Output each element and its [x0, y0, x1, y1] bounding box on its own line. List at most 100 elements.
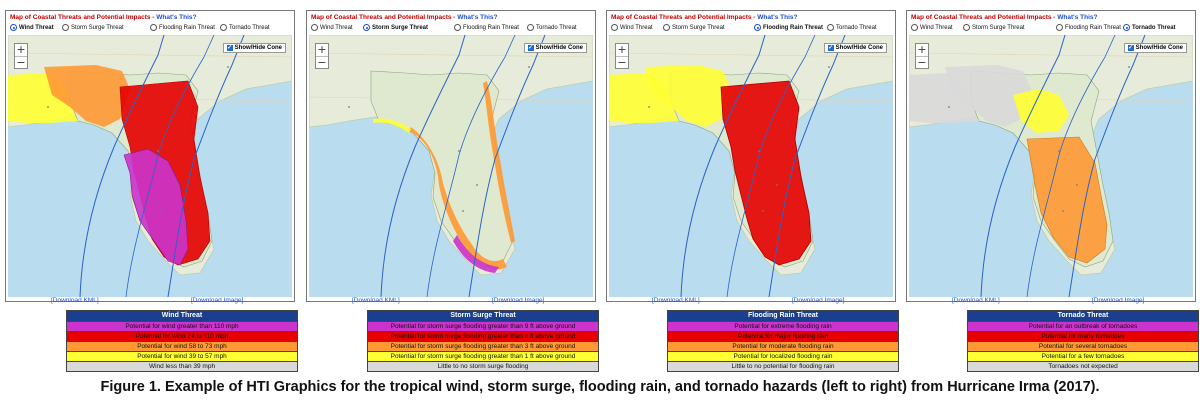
panel-title: Map of Coastal Threats and Potential Imp… [10, 14, 196, 21]
radio-tornado-threat[interactable]: Tornado Threat [827, 24, 877, 31]
radio-tornado-threat[interactable]: Tornado Threat [527, 24, 577, 31]
radio-button-icon[interactable] [10, 24, 17, 31]
panel-surge: Map of Coastal Threats and Potential Imp… [306, 10, 596, 302]
zoom-control: + − [315, 43, 329, 69]
map-viewport[interactable]: + − ✓ Show/Hide Cone [309, 35, 593, 297]
download-kml-link[interactable]: [Download KML] [952, 297, 1000, 304]
radio-surge-threat[interactable]: Storm Surge Threat [62, 24, 124, 31]
radio-button-icon[interactable] [663, 24, 670, 31]
radio-button-icon[interactable] [754, 24, 761, 31]
radio-rain-threat[interactable]: Flooding Rain Threat [150, 24, 215, 31]
radio-tornado-threat[interactable]: Tornado Threat [1123, 24, 1176, 31]
map-viewport[interactable]: + − ✓ Show/Hide Cone [8, 35, 292, 297]
radio-tornado-threat[interactable]: Tornado Threat [220, 24, 270, 31]
download-kml-link[interactable]: [Download KML] [352, 297, 400, 304]
radio-button-icon[interactable] [911, 24, 918, 31]
radio-button-icon[interactable] [311, 24, 318, 31]
show-hide-cone-label: Show/Hide Cone [535, 45, 583, 51]
legend-row-high: Potential for storm surge flooding great… [368, 331, 598, 341]
legend-row-extreme: Potential for extreme flooding rain [668, 321, 898, 331]
zoom-in-button[interactable]: + [617, 43, 627, 56]
radio-wind-threat[interactable]: Wind Threat [311, 24, 353, 31]
threat-shading [609, 65, 812, 266]
radio-label: Storm Surge Threat [372, 24, 429, 31]
threat-map[interactable] [909, 35, 1193, 297]
whats-this-link[interactable]: What's This? [1057, 14, 1098, 21]
zoom-out-button[interactable]: − [916, 56, 928, 69]
whats-this-link[interactable]: What's This? [156, 14, 197, 21]
show-hide-cone-toggle[interactable]: ✓ Show/Hide Cone [523, 43, 587, 53]
radio-surge-threat[interactable]: Storm Surge Threat [663, 24, 725, 31]
legend-tornado: Tornado Threat Potential for an outbreak … [967, 310, 1199, 372]
radio-label: Storm Surge Threat [71, 24, 124, 31]
zoom-control: + − [615, 43, 629, 69]
zoom-control: + − [14, 43, 28, 69]
map-viewport[interactable]: + − ✓ Show/Hide Cone [609, 35, 893, 297]
radio-button-icon[interactable] [454, 24, 461, 31]
radio-label: Flooding Rain Threat [763, 24, 823, 31]
panel-rain: Map of Coastal Threats and Potential Imp… [606, 10, 896, 302]
show-hide-cone-toggle[interactable]: ✓ Show/Hide Cone [823, 43, 887, 53]
panel-title: Map of Coastal Threats and Potential Imp… [311, 14, 497, 21]
download-kml-link[interactable]: [Download KML] [652, 297, 700, 304]
radio-wind-threat[interactable]: Wind Threat [911, 24, 953, 31]
download-kml-link[interactable]: [Download KML] [51, 297, 99, 304]
whats-this-link[interactable]: What's This? [457, 14, 498, 21]
radio-button-icon[interactable] [827, 24, 834, 31]
legend-title: Storm Surge Threat [368, 311, 598, 321]
forecast-cone [79, 35, 245, 297]
radio-rain-threat[interactable]: Flooding Rain Threat [754, 24, 823, 31]
legend-row-none: Little to no potential for flooding rain [668, 361, 898, 371]
show-hide-cone-toggle[interactable]: ✓ Show/Hide Cone [1123, 43, 1187, 53]
zoom-out-button[interactable]: − [316, 56, 328, 69]
panel-wind: Map of Coastal Threats and Potential Imp… [5, 10, 295, 302]
radio-button-icon[interactable] [527, 24, 534, 31]
show-hide-cone-label: Show/Hide Cone [1135, 45, 1183, 51]
legend-title: Wind Threat [67, 311, 297, 321]
radio-rain-threat[interactable]: Flooding Rain Threat [454, 24, 519, 31]
download-image-link[interactable]: [Download Image] [1092, 297, 1145, 304]
panel-title-text: Map of Coastal Threats and Potential Imp… [311, 14, 458, 21]
whats-this-link[interactable]: What's This? [757, 14, 798, 21]
radio-label: Tornado Threat [1132, 24, 1176, 31]
zoom-in-button[interactable]: + [16, 43, 26, 56]
zoom-out-button[interactable]: − [15, 56, 27, 69]
figure-caption: Figure 1. Example of HTI Graphics for th… [100, 379, 1100, 395]
zoom-out-button[interactable]: − [616, 56, 628, 69]
map-viewport[interactable]: + − ✓ Show/Hide Cone [909, 35, 1193, 297]
legend-row-moderate: Potential for moderate flooding rain [668, 341, 898, 351]
download-image-link[interactable]: [Download Image] [792, 297, 845, 304]
checkbox-checked-icon[interactable]: ✓ [226, 45, 233, 51]
radio-button-icon[interactable] [611, 24, 618, 31]
threat-map[interactable] [609, 35, 893, 297]
radio-surge-threat[interactable]: Storm Surge Threat [363, 24, 428, 31]
zoom-in-button[interactable]: + [317, 43, 327, 56]
panel-title-text: Map of Coastal Threats and Potential Imp… [10, 14, 157, 21]
radio-button-icon[interactable] [220, 24, 227, 31]
checkbox-checked-icon[interactable]: ✓ [827, 45, 834, 51]
legend-row-extreme: Potential for an outbreak of tornadoes [968, 321, 1198, 331]
threat-radio-group: Wind Threat Storm Surge Threat Flooding Ra… [611, 24, 893, 34]
radio-button-icon[interactable] [62, 24, 69, 31]
radio-label: Flooding Rain Threat [159, 24, 215, 31]
download-image-link[interactable]: [Download Image] [191, 297, 244, 304]
download-image-link[interactable]: [Download Image] [492, 297, 545, 304]
radio-button-icon[interactable] [1123, 24, 1130, 31]
radio-button-icon[interactable] [963, 24, 970, 31]
zoom-in-button[interactable]: + [917, 43, 927, 56]
radio-wind-threat[interactable]: Wind Threat [611, 24, 653, 31]
radio-button-icon[interactable] [363, 24, 370, 31]
radio-label: Tornado Threat [229, 24, 270, 31]
legend-row-none: Little to no storm surge flooding [368, 361, 598, 371]
threat-map[interactable] [309, 35, 593, 297]
checkbox-checked-icon[interactable]: ✓ [527, 45, 534, 51]
threat-map[interactable] [8, 35, 292, 297]
legend-row-high: Potential for wind 74 to 110 mph [67, 331, 297, 341]
radio-surge-threat[interactable]: Storm Surge Threat [963, 24, 1025, 31]
show-hide-cone-toggle[interactable]: ✓ Show/Hide Cone [222, 43, 286, 53]
radio-button-icon[interactable] [1056, 24, 1063, 31]
radio-rain-threat[interactable]: Flooding Rain Threat [1056, 24, 1121, 31]
radio-button-icon[interactable] [150, 24, 157, 31]
radio-wind-threat[interactable]: Wind Threat [10, 24, 54, 31]
checkbox-checked-icon[interactable]: ✓ [1127, 45, 1134, 51]
